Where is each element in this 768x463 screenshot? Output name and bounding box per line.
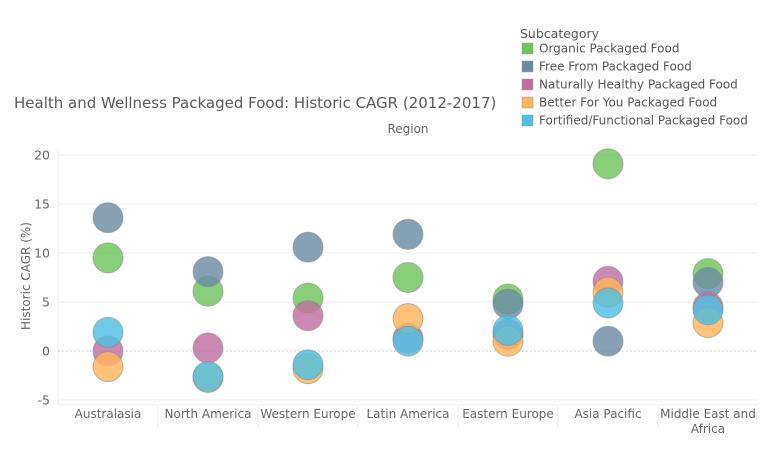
legend: Subcategory Organic Packaged Food Free Fr… [520, 26, 748, 128]
y-tick-label: 15 [34, 197, 50, 212]
x-tick-label: Eastern Europe [462, 407, 554, 421]
chart-title: Health and Wellness Packaged Food: Histo… [14, 94, 496, 112]
legend-swatch [521, 78, 534, 91]
legend-item-label[interactable]: Better For You Packaged Food [539, 96, 717, 110]
x-tick-label: Australasia [75, 407, 142, 421]
x-tick-label: Latin America [367, 407, 450, 421]
x-tick-label: Middle East and Africa [660, 407, 756, 436]
data-point-free-from-packaged-food-1[interactable] [192, 256, 224, 288]
data-point-free-from-packaged-food-2[interactable] [292, 231, 324, 263]
data-point-organic-packaged-food-0[interactable] [92, 242, 124, 274]
legend-item-label[interactable]: Organic Packaged Food [539, 42, 679, 56]
gridlines [57, 149, 758, 429]
x-tick-label: Western Europe [260, 407, 355, 421]
data-point-naturally-healthy-packaged-food-1[interactable] [192, 332, 224, 364]
data-point-free-from-packaged-food-5[interactable] [592, 325, 624, 357]
data-point-fortified-functional-packaged-food-0[interactable] [92, 316, 124, 348]
y-tick-label: 10 [34, 246, 50, 261]
data-point-fortified-functional-packaged-food-4[interactable] [492, 314, 524, 346]
data-point-free-from-packaged-food-0[interactable] [92, 202, 124, 234]
data-points [92, 148, 724, 393]
x-tick-label: Asia Pacific [574, 407, 641, 421]
y-tick-label: 0 [42, 344, 50, 359]
data-point-organic-packaged-food-3[interactable] [392, 262, 424, 293]
x-axis-group-title: Region [387, 122, 428, 136]
legend-item-label[interactable]: Free From Packaged Food [539, 60, 692, 74]
legend-item-label[interactable]: Naturally Healthy Packaged Food [539, 78, 738, 92]
x-tick-label: North America [165, 407, 252, 421]
data-point-fortified-functional-packaged-food-5[interactable] [592, 287, 624, 319]
data-point-free-from-packaged-food-3[interactable] [392, 218, 424, 250]
data-point-naturally-healthy-packaged-food-2[interactable] [292, 300, 324, 332]
legend-swatch [521, 114, 534, 127]
data-point-fortified-functional-packaged-food-2[interactable] [292, 349, 324, 381]
legend-title: Subcategory [520, 26, 600, 41]
legend-swatch [521, 60, 534, 73]
y-axis-label: Historic CAGR (%) [19, 222, 33, 330]
data-point-fortified-functional-packaged-food-6[interactable] [692, 294, 724, 326]
legend-item-label[interactable]: Fortified/Functional Packaged Food [539, 114, 748, 128]
y-tick-label: -5 [38, 393, 50, 408]
y-tick-label: 20 [34, 148, 50, 163]
data-point-better-for-you-packaged-food-0[interactable] [92, 351, 124, 383]
y-tick-label: 5 [42, 295, 50, 310]
data-point-free-from-packaged-food-4[interactable] [492, 288, 524, 320]
data-point-organic-packaged-food-5[interactable] [592, 148, 624, 180]
data-point-fortified-functional-packaged-food-3[interactable] [392, 325, 424, 357]
x-axis-ticks: Australasia North America Western Europe La… [75, 407, 756, 436]
legend-swatch [521, 42, 534, 55]
legend-swatch [521, 96, 534, 109]
data-point-fortified-functional-packaged-food-1[interactable] [192, 360, 224, 392]
y-axis-ticks: -5 0 5 10 15 20 [34, 148, 50, 408]
